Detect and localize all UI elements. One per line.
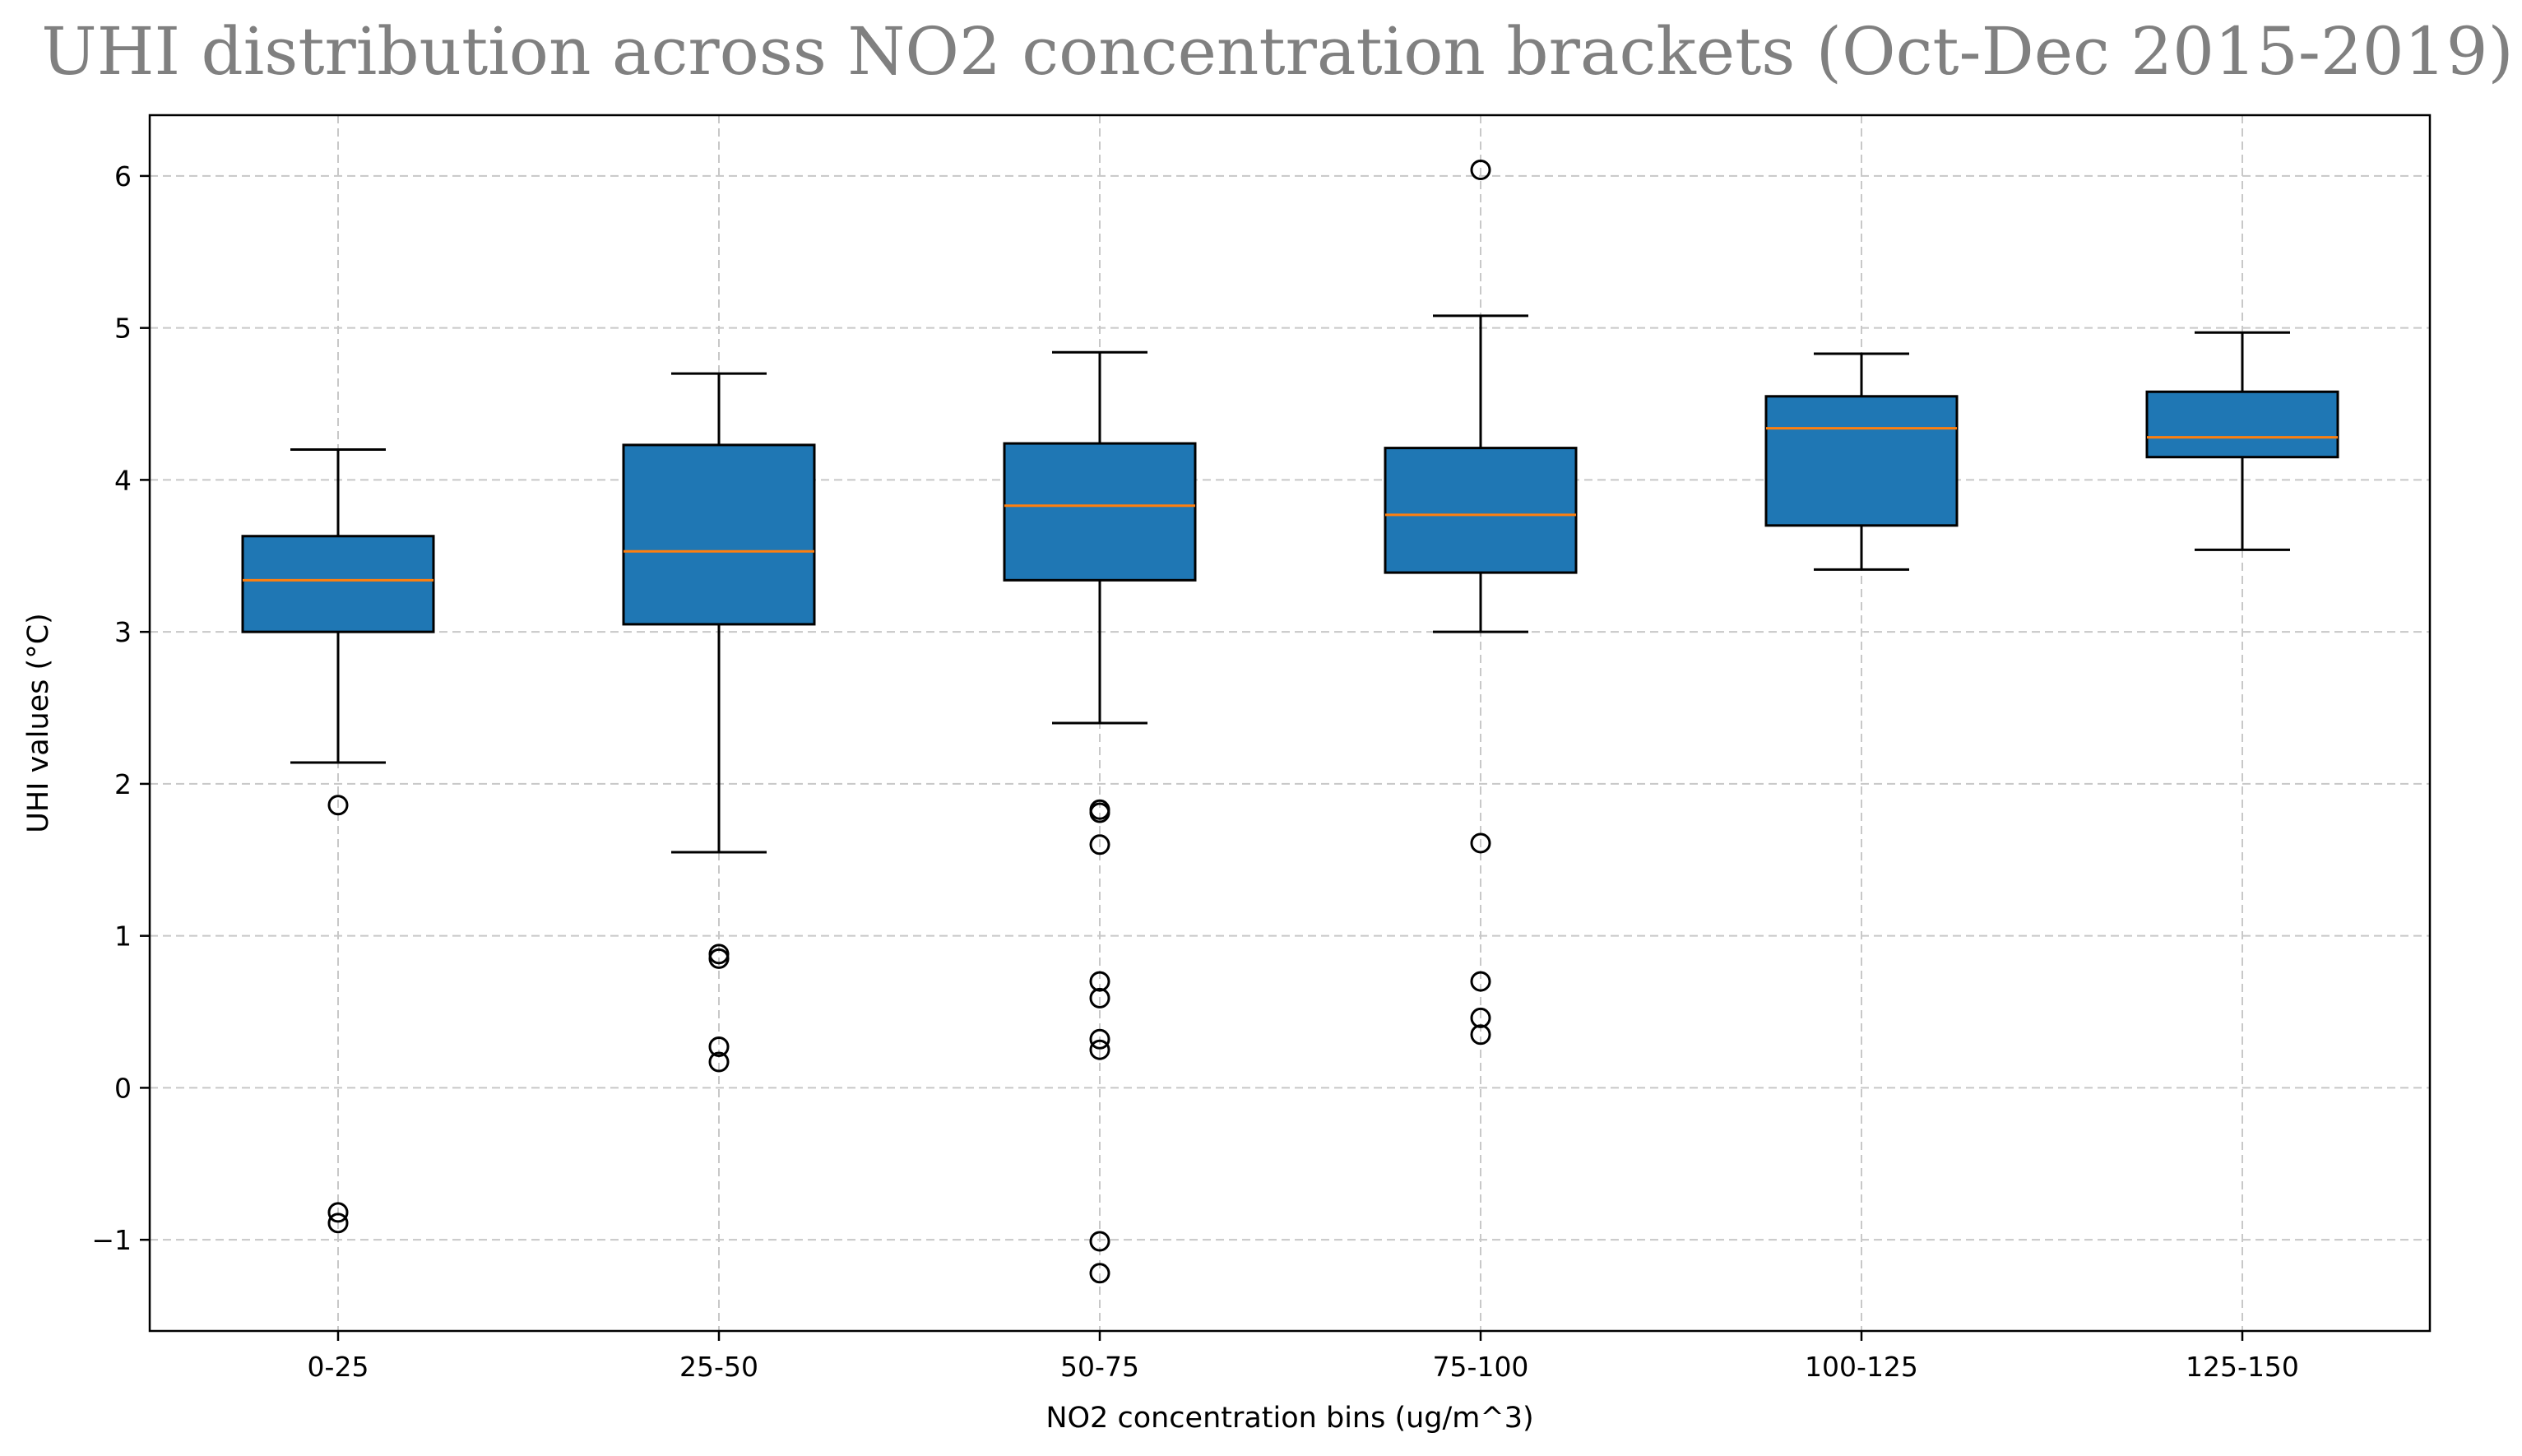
box-series	[241, 160, 2339, 1284]
x-tick-label: 50-75	[1060, 1351, 1139, 1383]
y-tick-label: 2	[114, 768, 132, 800]
box-50-75	[1003, 350, 1197, 1284]
outlier-point	[1470, 832, 1491, 854]
outlier-point	[1089, 834, 1110, 856]
outlier-point	[327, 1202, 349, 1223]
y-tick-label: 3	[114, 616, 132, 648]
x-tick-label: 25-50	[679, 1351, 758, 1383]
outlier-point	[1089, 1039, 1110, 1060]
iqr-box	[2145, 390, 2339, 459]
plot-frame	[148, 114, 2432, 1333]
box-75-100	[1384, 160, 1578, 1046]
x-tick-label: 75-100	[1433, 1351, 1529, 1383]
y-tick-label: 0	[114, 1072, 132, 1104]
box-100-125	[1764, 352, 1959, 571]
iqr-box	[1764, 395, 1959, 527]
box-25-50	[622, 372, 816, 1073]
outlier-point	[1470, 1007, 1491, 1028]
iqr-box	[622, 443, 816, 626]
outlier-point	[327, 1213, 349, 1234]
outlier-point	[708, 948, 730, 969]
y-tick-label: 5	[114, 313, 132, 345]
x-tick-label: 0-25	[308, 1351, 369, 1383]
outlier-point	[708, 1036, 730, 1058]
outlier-point	[327, 795, 349, 816]
outlier-point	[1470, 1024, 1491, 1046]
y-axis-ticks: −1 0 1 2 3 4 5 6	[91, 160, 150, 1256]
x-tick-label: 125-150	[2186, 1351, 2299, 1383]
outlier-point	[1089, 1263, 1110, 1284]
y-axis-label: UHI values (°C)	[22, 613, 55, 833]
chart-title: UHI distribution across NO2 concentratio…	[41, 13, 2513, 90]
iqr-box	[1003, 442, 1197, 582]
grid-lines	[150, 115, 2430, 1331]
y-tick-label: 4	[114, 464, 132, 496]
outlier-point	[1089, 1028, 1110, 1050]
iqr-box	[241, 535, 435, 633]
y-tick-label: −1	[91, 1224, 132, 1256]
y-tick-label: 1	[114, 920, 132, 953]
box-125-150	[2145, 331, 2339, 551]
outlier-point	[1089, 987, 1110, 1009]
x-axis-label: NO2 concentration bins (ug/m^3)	[1045, 1402, 1533, 1435]
outlier-point	[1089, 1231, 1110, 1252]
outlier-point	[1089, 971, 1110, 992]
x-axis-ticks: 0-25 25-50 50-75 75-100 100-125 125-150	[308, 1331, 2299, 1383]
iqr-box	[1384, 447, 1578, 574]
box-0-25	[241, 447, 435, 1234]
outlier-point	[1470, 160, 1491, 181]
y-tick-label: 6	[114, 160, 132, 192]
outlier-point	[1470, 971, 1491, 992]
outlier-point	[1089, 802, 1110, 823]
x-tick-label: 100-125	[1805, 1351, 1918, 1383]
outlier-point	[708, 1051, 730, 1073]
